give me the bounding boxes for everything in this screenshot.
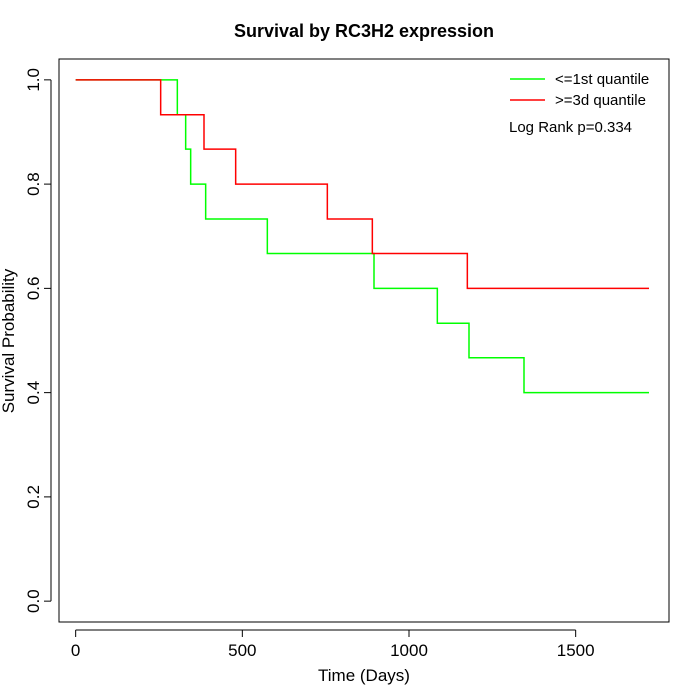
y-axis-label: Survival Probability [0,268,18,413]
x-tick-label: 1000 [390,641,428,660]
x-tick-label: 500 [228,641,256,660]
legend: <=1st quantile >=3d quantile [510,71,649,109]
x-tick-label: 1500 [557,641,595,660]
y-tick-label: 0.8 [24,172,43,196]
chart-title: Survival by RC3H2 expression [234,21,494,41]
plot-frame [58,58,670,623]
survival-curve-0 [75,79,649,394]
x-tick-label: 0 [71,641,80,660]
survival-curve-1 [75,79,649,290]
y-tick-label: 0.4 [24,381,43,405]
x-axis-label: Time (Days) [318,666,410,685]
x-axis: 0 500 1000 1500 [71,629,595,660]
y-axis: 0.0 0.2 0.4 0.6 0.8 1.0 [24,68,52,613]
log-rank-annotation: Log Rank p=0.334 [509,119,632,136]
legend-label-low: <=1st quantile [555,71,649,88]
legend-label-high: >=3d quantile [555,92,646,109]
y-tick-label: 0.2 [24,485,43,509]
y-tick-label: 0.6 [24,277,43,301]
y-tick-label: 1.0 [24,68,43,92]
series-layer [75,79,649,394]
y-tick-label: 0.0 [24,589,43,613]
